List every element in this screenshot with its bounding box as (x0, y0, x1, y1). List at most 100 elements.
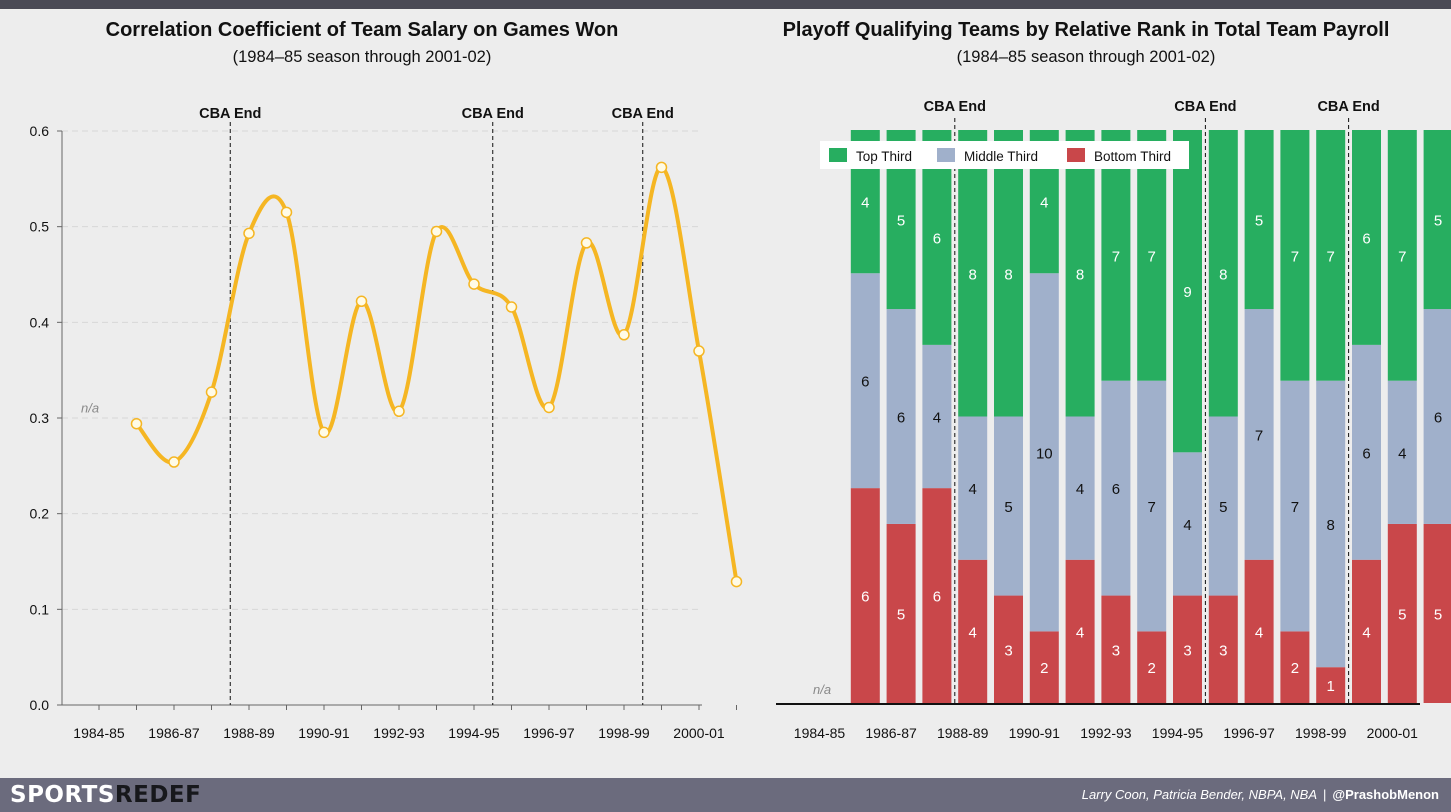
bar-segment (1101, 130, 1131, 381)
bar-segment (1065, 559, 1095, 703)
data-point (580, 237, 593, 249)
bar-segment (1029, 631, 1059, 703)
bar-value-label: 2 (1291, 660, 1299, 677)
bar-segment (1244, 309, 1274, 560)
bar-value-label: 6 (933, 230, 941, 247)
x-tick-label: 1984-85 (794, 725, 846, 741)
x-tick-label: 1994-95 (1152, 725, 1204, 741)
data-point (505, 301, 518, 313)
bar-value-label: 4 (1040, 195, 1048, 212)
bar-segment (922, 488, 952, 703)
line-chart-title: Correlation Coefficient of Team Salary o… (105, 19, 619, 41)
footer-bar: SPORTSREDEF Larry Coon, Patricia Bender,… (0, 778, 1451, 812)
bar-segment (850, 273, 880, 489)
legend-label: Bottom Third (1094, 149, 1171, 164)
bar-value-label: 2 (1040, 660, 1048, 677)
bar-segment (1173, 130, 1202, 453)
bar-value-label: 3 (1112, 642, 1120, 659)
bar-value-label: 5 (1004, 499, 1012, 516)
bar-value-label: 5 (1434, 606, 1442, 623)
y-tick-label: 0.0 (30, 697, 50, 713)
bar-value-label: 6 (1434, 410, 1442, 427)
bar-value-label: 7 (1398, 248, 1406, 265)
bar-value-label: 9 (1183, 284, 1191, 301)
data-point (393, 405, 405, 418)
bar-segment (850, 488, 880, 703)
bar-segment (1244, 130, 1274, 310)
bar-segment (1387, 523, 1417, 703)
bar-value-label: 6 (1362, 230, 1370, 247)
bar-segment (994, 595, 1023, 703)
bar-value-label: 4 (969, 624, 977, 641)
x-tick-label: 1996-97 (1223, 725, 1275, 741)
bar-value-label: 8 (1219, 266, 1227, 283)
bar-value-label: 4 (1398, 445, 1406, 462)
legend-swatch (937, 148, 955, 162)
cba-end-label: CBA End (1317, 99, 1379, 115)
bar-segment (1423, 523, 1451, 703)
data-point (430, 225, 443, 238)
bar-chart-subtitle: (1984–85 season through 2001-02) (956, 48, 1216, 66)
bar-segment (994, 416, 1023, 596)
bar-segment (1352, 344, 1381, 560)
bar-value-label: 7 (1327, 248, 1335, 265)
bar-value-label: 8 (969, 266, 977, 283)
bar-segment (958, 130, 988, 417)
bar-segment (1173, 595, 1202, 703)
brand-logo: SPORTSREDEF (10, 781, 201, 809)
source-credits: Larry Coon, Patricia Bender, NBPA, NBA (1081, 787, 1318, 802)
line-chart: 0.0 0.1 0.2 0.3 0.4 0.5 0.6 1984-85 1986-87 1988-… (30, 106, 743, 741)
bar-value-label: 6 (897, 410, 905, 427)
bar-value-label: 10 (1036, 445, 1053, 462)
data-point (730, 575, 743, 588)
x-tick-label: 1992-93 (373, 725, 425, 741)
cba-end-label: CBA End (462, 106, 524, 122)
stacked-bar-chart: n/a 6 6 4 5 6 5 6 4 6 4 4 8 3 5 8 2 10 4 4 4 8 3 6 7 2 7 7 3 4 9 3 5 8 4 7 5… (776, 99, 1451, 741)
bar-value-label: 4 (1255, 624, 1263, 641)
bar-value-label: 7 (1255, 427, 1263, 444)
data-point (243, 227, 255, 240)
legend-label: Middle Third (964, 149, 1038, 164)
legend: Top Third Middle Third Bottom Third (820, 141, 1189, 169)
credits-separator: | (1323, 787, 1327, 802)
x-tick-label: 1988-89 (937, 725, 989, 741)
x-tick-label: 1998-99 (1295, 725, 1347, 741)
bar-segment (958, 559, 988, 703)
y-tick-label: 0.6 (30, 123, 50, 139)
bar-segment (1352, 130, 1381, 345)
brand-logo-part1: SPORTS (10, 782, 115, 808)
y-tick-label: 0.3 (30, 410, 50, 426)
bar-value-label: 3 (1183, 642, 1191, 659)
x-tick-label: 1996-97 (523, 725, 575, 741)
bar-value-label: 1 (1327, 678, 1335, 695)
data-point (130, 417, 143, 430)
bar-value-label: 6 (861, 589, 869, 606)
bar-value-label: 5 (1434, 213, 1442, 230)
bar-value-label: 7 (1148, 499, 1156, 516)
bar-value-label: 4 (1076, 481, 1084, 498)
legend-swatch (1067, 148, 1085, 162)
bar-segment (1387, 380, 1417, 524)
bar-segment (994, 130, 1023, 417)
y-tick-label: 0.1 (30, 601, 50, 617)
charts-canvas: 0.0 0.1 0.2 0.3 0.4 0.5 0.6 1984-85 1986-87 1988-… (30, 99, 1451, 741)
bar-value-label: 4 (933, 410, 941, 427)
x-tick-label: 1994-95 (448, 725, 500, 741)
bar-segment (1137, 380, 1167, 632)
y-tick-label: 0.5 (30, 219, 50, 235)
cba-end-label: CBA End (199, 106, 261, 122)
bar-value-label: 7 (1148, 248, 1156, 265)
bar-segment (1029, 273, 1059, 632)
x-tick-label: 1986-87 (148, 725, 200, 741)
bar-segment (1316, 667, 1346, 703)
bar-segment (1280, 380, 1310, 632)
x-tick-label: 2000-01 (1367, 725, 1419, 741)
x-tick-label: 1986-87 (865, 725, 917, 741)
data-point (318, 426, 330, 439)
bar-segment (886, 309, 916, 524)
legend-box (820, 141, 1189, 169)
x-tick-label: 1998-99 (598, 725, 650, 741)
bar-value-label: 7 (1291, 248, 1299, 265)
bar-segment (1101, 595, 1131, 703)
bar-value-label: 4 (1362, 624, 1370, 641)
